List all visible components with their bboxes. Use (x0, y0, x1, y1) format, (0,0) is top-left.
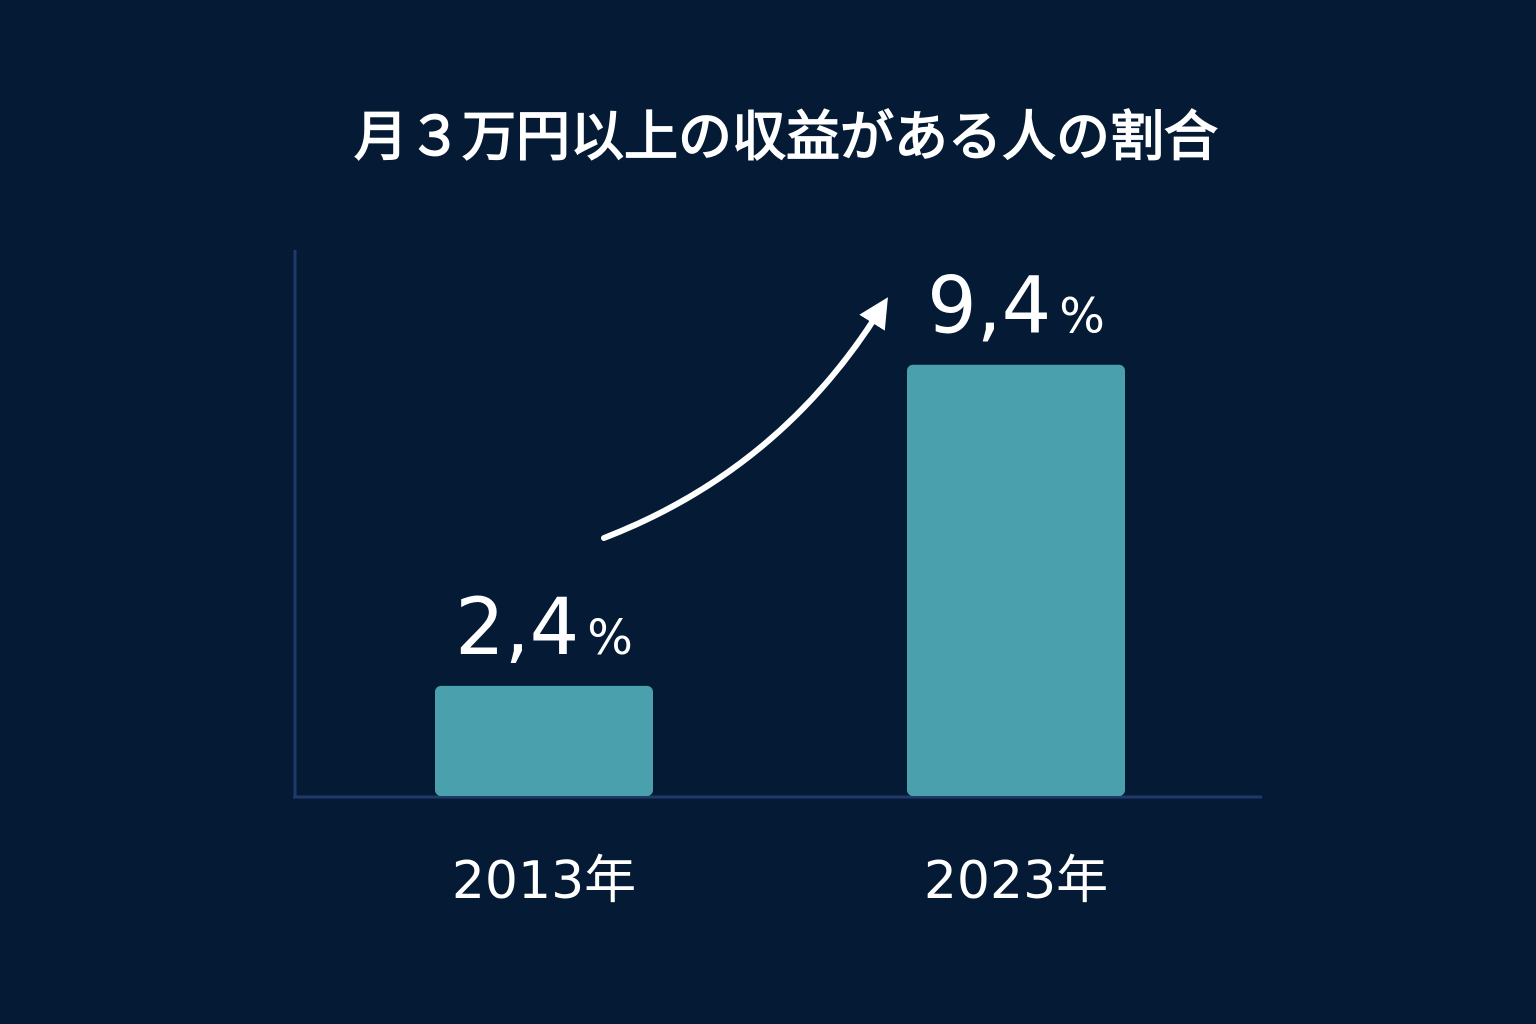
value-unit: % (587, 610, 633, 666)
value-labels-layer: 2,4 %9,4% (455, 262, 1105, 673)
bar-1 (435, 685, 653, 796)
x-tick-label-2: 2023年 (924, 851, 1108, 911)
chart-title: 月３万円以上の収益がある人の割合 (354, 105, 1218, 168)
value-unit: % (1059, 289, 1105, 345)
x-tick-label-1: 2013年 (452, 851, 636, 911)
value-number: 2,4 (455, 583, 579, 673)
bars-layer (435, 364, 1125, 796)
bar-2 (907, 364, 1125, 796)
value-label-1: 2,4% (455, 583, 633, 673)
growth-arrow-icon (601, 297, 888, 541)
value-label-2: 9,4% (927, 262, 1105, 352)
value-number: 9,4 (927, 262, 1051, 352)
tick-labels-layer: 2013年 2023年 (452, 851, 1108, 911)
